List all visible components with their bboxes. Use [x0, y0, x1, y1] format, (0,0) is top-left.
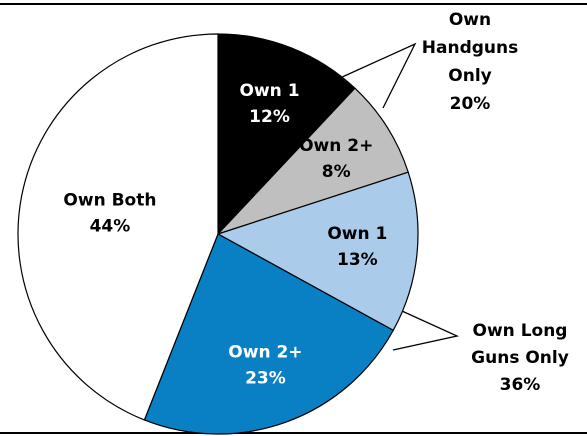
group-label: Handguns [422, 38, 518, 58]
slice-value: 12% [249, 107, 290, 127]
group-label: 20% [450, 94, 491, 114]
group-label: Own [449, 10, 491, 30]
callout-line [339, 42, 417, 109]
pie-slice [217, 87, 409, 235]
slice-value: 13% [337, 250, 378, 270]
slice-label: Own 1 [240, 81, 300, 101]
slice-label: Own 2+ [228, 343, 302, 363]
pie-slice [17, 33, 219, 421]
pie-slice [217, 33, 356, 236]
group-label: Only [448, 66, 491, 86]
slice-label: Own 2+ [299, 136, 373, 156]
group-label: Guns Only [471, 348, 569, 368]
slice-label: Own Both [63, 190, 156, 210]
slice-value: 23% [245, 369, 286, 389]
slice-value: 8% [322, 162, 351, 182]
pie-slice [216, 171, 419, 332]
group-label: Own Long [473, 321, 568, 341]
slice-label: Own 1 [327, 224, 387, 244]
pie-slice [143, 233, 395, 435]
slice-value: 44% [90, 216, 131, 236]
group-label: 36% [500, 375, 541, 395]
